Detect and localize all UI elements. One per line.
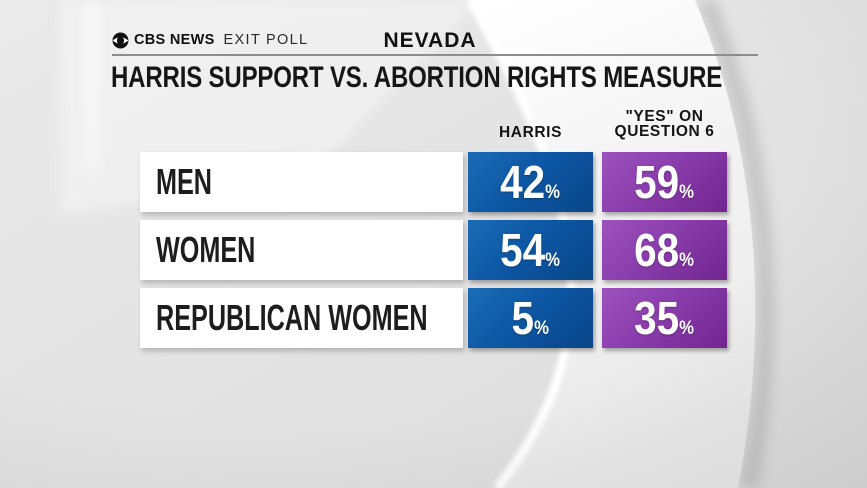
question6-value: 59 [634, 156, 680, 208]
brand-lockup: CBS NEWS EXIT POLL [112, 30, 308, 50]
column-header-question6: "YES" ON QUESTION 6 [596, 108, 733, 140]
question6-value-cell: 35% [602, 288, 727, 348]
column-header-question6-line1: "YES" ON [625, 108, 704, 125]
percent-sign: % [545, 182, 561, 203]
header-divider [112, 54, 758, 56]
brand-name: CBS NEWS [134, 32, 215, 48]
row-label-cell: WOMEN [140, 220, 463, 280]
row-label-cell: REPUBLICAN WOMEN [140, 288, 463, 348]
harris-value: 54 [500, 224, 546, 276]
percent-sign: % [679, 318, 695, 339]
question6-value-cell: 59% [602, 152, 727, 212]
page-title-text: HARRIS SUPPORT VS. ABORTION RIGHTS MEASU… [111, 61, 723, 94]
percent-sign: % [534, 318, 550, 339]
table-row: MEN 42% 59% [0, 152, 867, 212]
column-header-question6-line2: QUESTION 6 [614, 123, 715, 140]
row-label: REPUBLICAN WOMEN [156, 297, 428, 338]
question6-value: 68 [634, 224, 680, 276]
column-header-harris: HARRIS [498, 124, 563, 141]
percent-sign: % [679, 250, 695, 271]
question6-value-cell: 68% [602, 220, 727, 280]
harris-value: 42 [500, 156, 546, 208]
harris-value-cell: 42% [468, 152, 593, 212]
row-label: WOMEN [156, 229, 256, 270]
table-row: WOMEN 54% 68% [0, 220, 867, 280]
question6-value: 35 [634, 292, 680, 344]
table-row: REPUBLICAN WOMEN 5% 35% [0, 288, 867, 348]
cbs-eye-icon [112, 32, 129, 48]
row-label-cell: MEN [140, 152, 463, 212]
state-label: NEVADA [383, 29, 477, 52]
harris-value-cell: 54% [468, 220, 593, 280]
page-title: HARRIS SUPPORT VS. ABORTION RIGHTS MEASU… [111, 61, 867, 95]
percent-sign: % [545, 250, 561, 271]
harris-value-cell: 5% [468, 288, 593, 348]
row-label: MEN [156, 161, 212, 202]
harris-value: 5 [511, 292, 535, 344]
brand-program: EXIT POLL [223, 32, 309, 48]
percent-sign: % [679, 182, 695, 203]
